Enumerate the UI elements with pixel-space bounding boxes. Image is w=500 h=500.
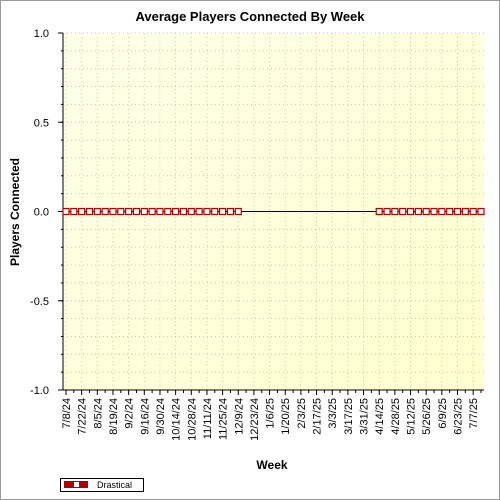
data-point bbox=[375, 207, 383, 216]
data-point bbox=[438, 207, 446, 216]
data-point bbox=[461, 207, 469, 216]
x-tick-label: 12/9/24 bbox=[233, 398, 245, 435]
data-point bbox=[109, 207, 117, 216]
legend-swatch bbox=[64, 481, 88, 488]
x-ticks: 7/8/24 7/22/24 8/5/24 8/19/24 9/2/24 9/16/24 9… bbox=[61, 390, 482, 441]
x-tick-label: 3/17/25 bbox=[343, 398, 355, 435]
y-tick-label: 0.5 bbox=[34, 117, 49, 129]
legend-marker bbox=[73, 481, 80, 488]
data-point bbox=[195, 207, 203, 216]
x-tick-label: 5/26/25 bbox=[421, 398, 433, 435]
data-point bbox=[93, 207, 101, 216]
x-tick-label: 2/3/25 bbox=[296, 398, 308, 429]
data-point bbox=[140, 207, 148, 216]
x-tick-label: 6/9/25 bbox=[437, 398, 449, 429]
data-point bbox=[453, 207, 462, 216]
x-tick-label: 12/23/24 bbox=[249, 398, 261, 441]
data-point bbox=[148, 207, 156, 216]
data-point bbox=[117, 207, 125, 216]
y-tick-label: -1.0 bbox=[30, 385, 49, 397]
y-ticks: 1.0 0.5 0.0 -0.5 -1.0 bbox=[30, 28, 63, 397]
x-tick-label: 11/11/24 bbox=[202, 398, 214, 439]
data-point bbox=[477, 207, 485, 216]
x-tick-label: 9/16/24 bbox=[139, 398, 151, 435]
x-tick-label: 8/5/24 bbox=[92, 398, 104, 429]
x-tick-label: 10/28/24 bbox=[186, 398, 198, 441]
data-point bbox=[78, 207, 86, 216]
x-tick-label: 4/14/25 bbox=[374, 398, 386, 435]
data-point bbox=[469, 207, 477, 216]
data-point bbox=[211, 207, 219, 216]
x-tick-label: 4/28/25 bbox=[390, 398, 402, 435]
chart-title: Average Players Connected By Week bbox=[135, 9, 365, 24]
y-tick-label: -0.5 bbox=[30, 296, 49, 308]
x-tick-label: 3/31/25 bbox=[359, 398, 371, 435]
data-point bbox=[125, 207, 133, 216]
y-tick-label: 0.0 bbox=[34, 207, 49, 219]
data-point bbox=[422, 207, 430, 216]
x-tick-label: 11/25/24 bbox=[218, 398, 230, 440]
x-tick-label: 7/7/25 bbox=[468, 398, 480, 429]
data-point bbox=[156, 207, 164, 216]
data-point bbox=[219, 207, 227, 216]
legend: Drastical bbox=[60, 478, 144, 492]
x-tick-label: 3/3/25 bbox=[327, 398, 339, 429]
data-point bbox=[414, 207, 422, 216]
data-point bbox=[172, 207, 180, 216]
data-point bbox=[132, 207, 141, 216]
x-tick-label: 1/6/25 bbox=[265, 398, 277, 429]
y-tick-label: 1.0 bbox=[34, 28, 49, 40]
data-point bbox=[391, 207, 399, 216]
data-point bbox=[406, 207, 415, 216]
x-tick-label: 5/12/25 bbox=[406, 398, 418, 435]
x-tick-label: 9/2/24 bbox=[124, 398, 136, 429]
data-point bbox=[101, 207, 109, 216]
data-point bbox=[62, 207, 70, 216]
data-point bbox=[179, 207, 188, 216]
data-point bbox=[187, 207, 195, 216]
x-axis-label: Week bbox=[256, 458, 288, 472]
data-point bbox=[399, 207, 407, 216]
data-point bbox=[446, 207, 454, 216]
data-point bbox=[430, 207, 438, 216]
x-tick-label: 10/14/24 bbox=[171, 398, 183, 441]
x-tick-label: 8/19/24 bbox=[108, 398, 120, 435]
data-point bbox=[234, 207, 242, 216]
legend-label: Drastical bbox=[97, 480, 133, 490]
data-point bbox=[383, 207, 391, 216]
series-drastical bbox=[62, 207, 485, 216]
x-tick-label: 9/30/24 bbox=[155, 398, 167, 435]
data-point bbox=[164, 207, 172, 216]
data-point bbox=[203, 207, 211, 216]
x-tick-label: 6/23/25 bbox=[453, 398, 465, 435]
data-point bbox=[70, 207, 78, 216]
x-tick-label: 7/22/24 bbox=[77, 398, 89, 435]
x-tick-label: 7/8/24 bbox=[61, 398, 73, 429]
data-point bbox=[85, 207, 94, 216]
x-tick-label: 2/17/25 bbox=[312, 398, 324, 435]
x-tick-label: 1/20/25 bbox=[280, 398, 292, 435]
data-point bbox=[226, 207, 235, 216]
